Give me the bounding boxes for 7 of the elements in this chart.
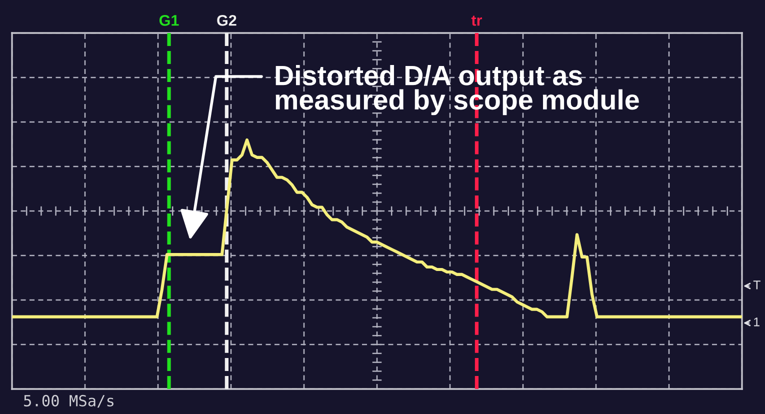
text: Distorted D/A output as measured by scope module xyxy=(276,65,639,116)
text: T xyxy=(753,280,760,290)
text: 1 xyxy=(754,318,760,326)
text: 5.00 MSa/s xyxy=(24,394,114,408)
text: G2 xyxy=(217,14,236,26)
text: G1 xyxy=(159,14,179,26)
text: tr xyxy=(471,16,482,26)
